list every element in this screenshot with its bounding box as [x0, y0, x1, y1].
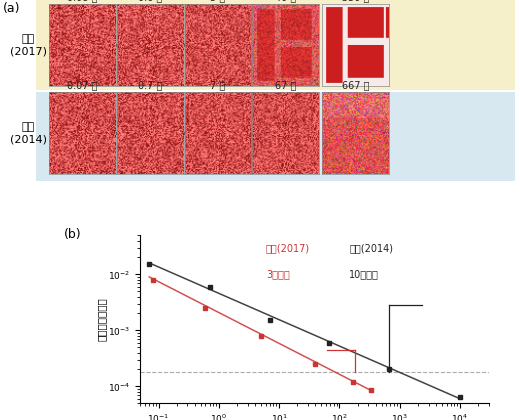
Text: 667 秒: 667 秒 [342, 80, 369, 90]
Y-axis label: ノイズの大きさ: ノイズの大きさ [97, 297, 107, 341]
Text: 今回
(2017): 今回 (2017) [10, 34, 47, 56]
Text: 330 秒: 330 秒 [342, 0, 369, 2]
Text: 5 秒: 5 秒 [210, 0, 226, 2]
Text: 7 秒: 7 秒 [210, 80, 226, 90]
Text: (a): (a) [3, 2, 20, 15]
Text: 10分以上: 10分以上 [349, 269, 379, 279]
Text: 67 秒: 67 秒 [275, 80, 296, 90]
Text: 3分以内: 3分以内 [266, 269, 290, 279]
Text: 0.08 秒: 0.08 秒 [68, 0, 98, 2]
Text: 今回(2017): 今回(2017) [266, 244, 310, 254]
Text: (b): (b) [64, 228, 81, 241]
Text: 40 秒: 40 秒 [275, 0, 296, 2]
Text: 従来(2014): 従来(2014) [349, 244, 394, 254]
Text: 0.7 秒: 0.7 秒 [138, 80, 162, 90]
Text: 0.6 秒: 0.6 秒 [138, 0, 162, 2]
Bar [36, 92, 515, 181]
Text: 0.07 秒: 0.07 秒 [68, 80, 98, 90]
Text: 従来
(2014): 従来 (2014) [10, 122, 47, 144]
Bar [36, 0, 515, 90]
